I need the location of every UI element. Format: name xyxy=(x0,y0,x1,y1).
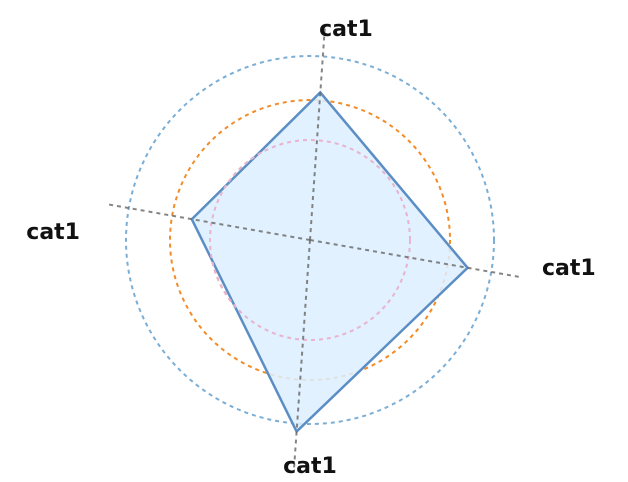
axis-line-3 xyxy=(293,239,311,468)
category-label-1: cat1 xyxy=(319,17,373,42)
category-label-3: cat1 xyxy=(283,454,337,479)
axis-lines xyxy=(107,25,519,468)
axis-line-2 xyxy=(309,239,519,278)
series-polygon-1 xyxy=(190,90,470,434)
category-labels: cat1 cat1 cat1 cat1 xyxy=(26,17,595,479)
category-label-2: cat1 xyxy=(542,256,596,281)
ring-3 xyxy=(125,55,495,425)
axis-line-4 xyxy=(107,203,311,241)
series-layer xyxy=(190,90,470,434)
ring-1-overlay xyxy=(209,139,411,341)
category-label-4: cat1 xyxy=(26,220,80,245)
axis-line-1 xyxy=(309,25,326,241)
